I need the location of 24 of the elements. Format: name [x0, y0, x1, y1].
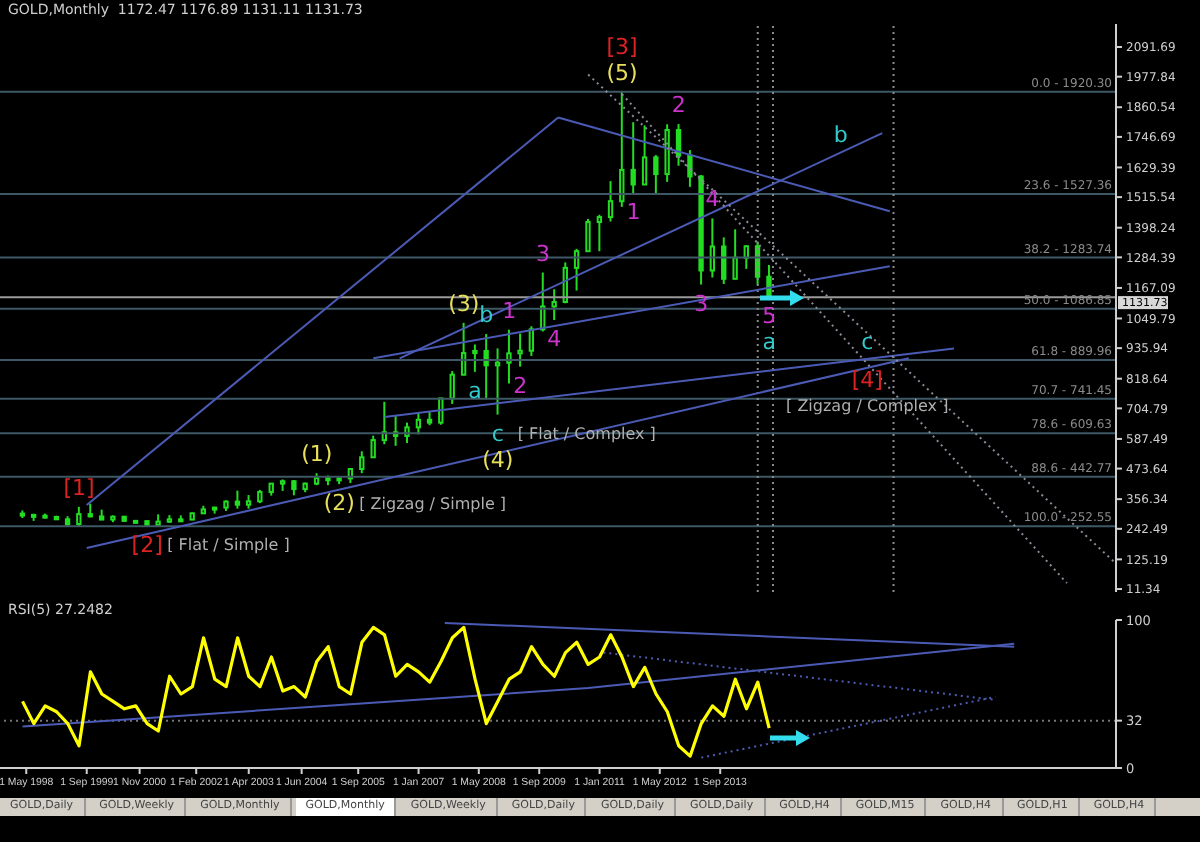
annotation: [ Zigzag / Complex ] [786, 397, 949, 416]
annotation: c [491, 420, 504, 447]
annotation: (4) [482, 446, 514, 473]
annotation: (1) [301, 441, 333, 468]
annotation: [3] [606, 33, 638, 60]
annotation: (5) [606, 59, 638, 86]
annotation: a [762, 329, 776, 356]
annotation: 5 [762, 303, 777, 330]
annotation: 3 [535, 240, 550, 267]
annotation: (3) [448, 290, 480, 317]
annotation: b [833, 122, 848, 149]
annotation: (2) [323, 490, 355, 517]
annotation: [1] [63, 474, 95, 501]
annotation: [ Zigzag / Simple ] [359, 494, 507, 513]
annotation: 4 [705, 186, 720, 213]
annotation: 2 [513, 372, 528, 399]
annotation: a [468, 377, 482, 404]
annotation: [4] [851, 366, 883, 393]
annotation: 4 [547, 325, 562, 353]
annotation: [ Flat / Simple ] [167, 535, 290, 554]
annotation: c [861, 328, 874, 355]
annotation: 2 [671, 92, 686, 119]
annotation: [2] [131, 531, 163, 558]
annotation: 1 [626, 199, 641, 226]
